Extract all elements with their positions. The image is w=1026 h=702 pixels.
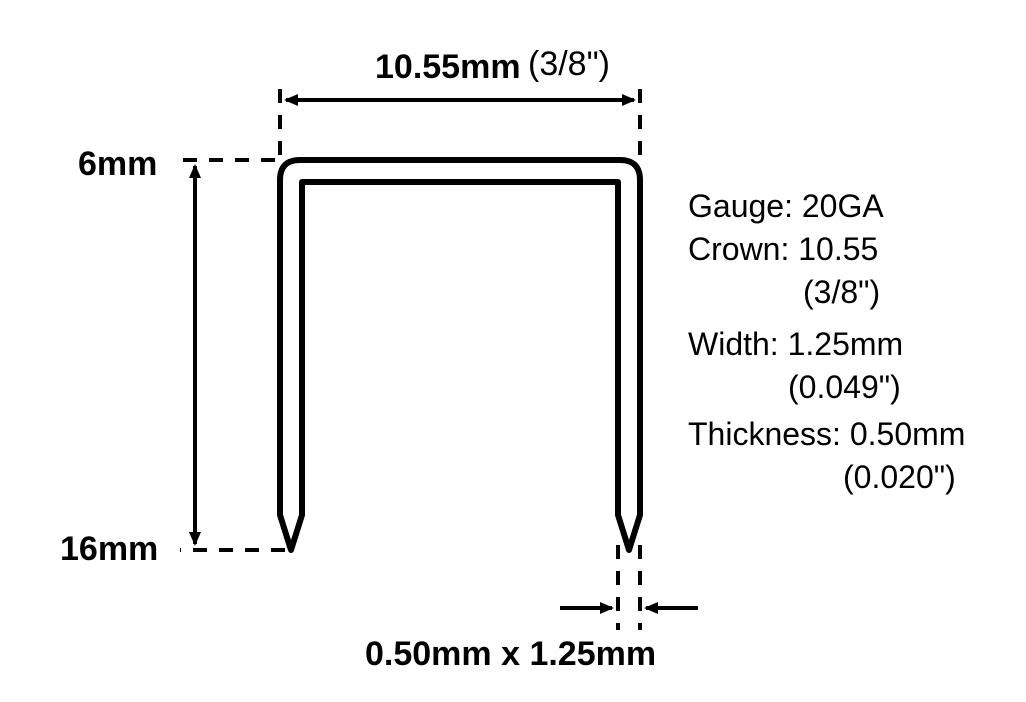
wire-dims-label: 0.50mm x 1.25mm (365, 635, 656, 674)
spec-thickness: Thickness: 0.50mm (688, 413, 965, 456)
spec-gauge: Gauge: 20GA (688, 185, 965, 228)
spec-width-value: 1.25mm (788, 326, 904, 362)
spec-width: Width: 1.25mm (688, 323, 965, 366)
spec-crown: Crown: 10.55 (688, 228, 965, 271)
crown-mm-label: 10.55mm (375, 48, 521, 87)
dimension-wire (560, 545, 698, 630)
spec-gauge-value: 20GA (802, 188, 884, 224)
dimension-crown (280, 85, 640, 155)
leg-bottom-label: 16mm (60, 530, 158, 569)
spec-width-in: (0.049") (688, 366, 965, 409)
spec-crown-value: 10.55 (798, 231, 878, 267)
spec-width-label: Width: (688, 326, 779, 362)
spec-crown-label: Crown: (688, 231, 789, 267)
spec-thickness-label: Thickness: (688, 416, 841, 452)
dimension-leg (180, 160, 285, 550)
spec-gauge-label: Gauge: (688, 188, 793, 224)
spec-thickness-value: 0.50mm (850, 416, 966, 452)
leg-top-label: 6mm (78, 145, 157, 184)
crown-in-label: (3/8") (528, 45, 610, 84)
spec-thickness-in: (0.020") (688, 456, 965, 499)
spec-block: Gauge: 20GA Crown: 10.55 (3/8") Width: 1… (688, 185, 965, 499)
staple-shape (280, 160, 640, 550)
spec-crown-in: (3/8") (688, 271, 965, 314)
